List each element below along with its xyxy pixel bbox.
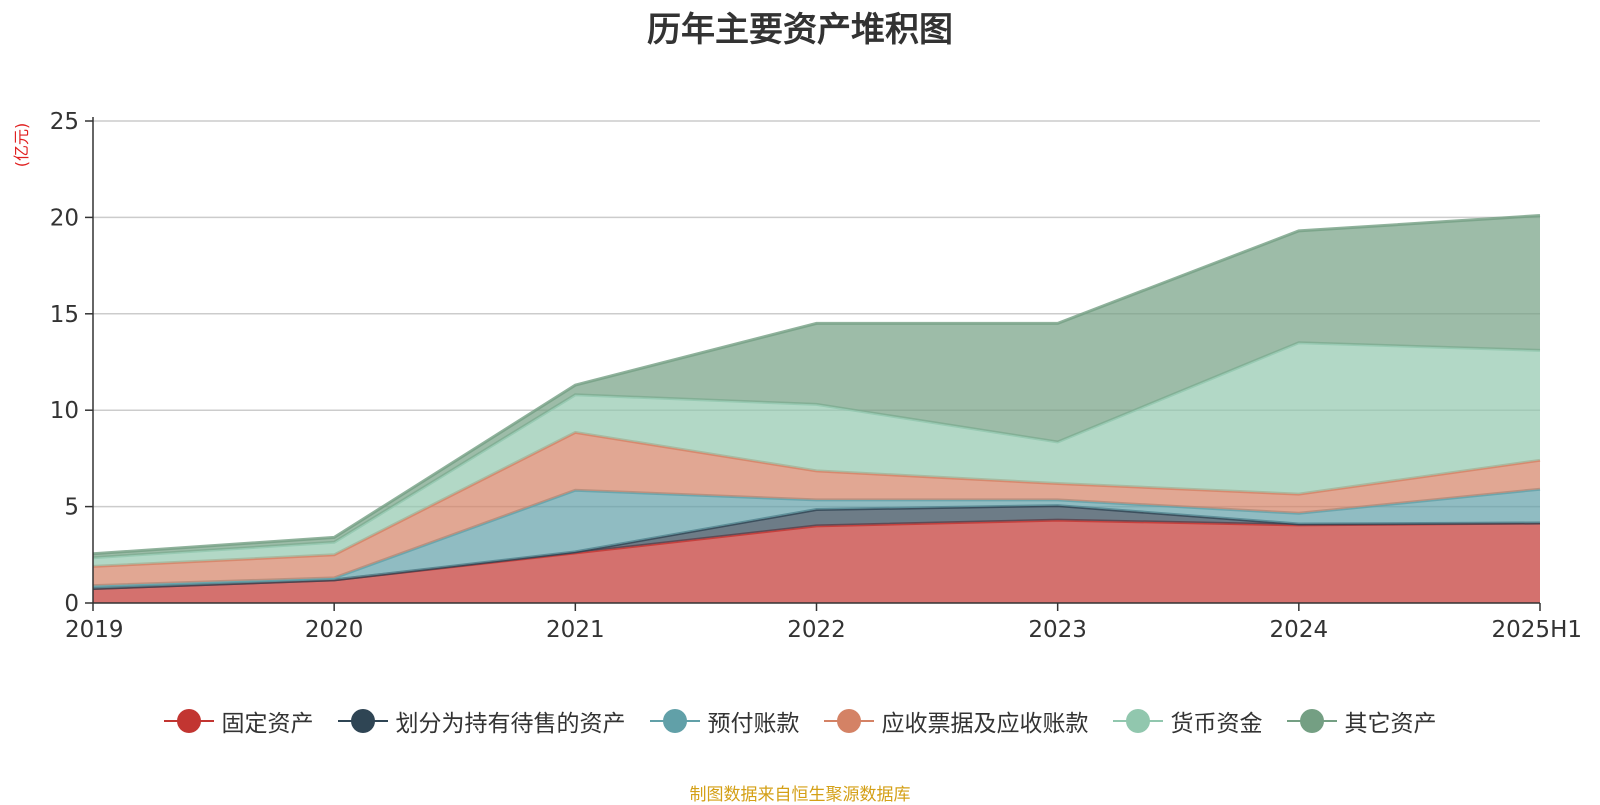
y-tick-label: 0 [64, 591, 79, 617]
x-tick-label: 2020 [305, 617, 364, 643]
legend-label: 固定资产 [221, 711, 314, 737]
legend-marker-icon [1286, 708, 1337, 734]
x-tick-label: 2019 [65, 617, 124, 643]
y-tick-label: 15 [50, 302, 79, 328]
y-tick-label: 10 [50, 398, 79, 424]
legend-marker-icon [1112, 708, 1163, 734]
area-series-line-5 [92, 214, 1541, 556]
legend-label: 货币资金 [1170, 711, 1263, 737]
legend-label: 其它资产 [1344, 711, 1437, 737]
source-note: 制图数据来自恒生聚源数据库 [689, 785, 911, 805]
area-series-3 [93, 432, 1540, 586]
y-tick-label: 25 [50, 109, 79, 135]
legend-item-1[interactable]: 划分为持有待售的资产 [337, 704, 626, 738]
legend-item-3[interactable]: 应收票据及应收账款 [823, 704, 1089, 738]
x-tick-label: 2024 [1270, 617, 1329, 643]
legend-item-2[interactable]: 预付账款 [649, 704, 800, 738]
y-tick-label: 20 [50, 205, 79, 231]
chart-title: 历年主要资产堆积图 [647, 10, 953, 50]
y-tick-label: 5 [64, 495, 79, 521]
legend-item-5[interactable]: 其它资产 [1286, 704, 1437, 738]
x-tick-label: 2023 [1028, 617, 1087, 643]
legend-item-4[interactable]: 货币资金 [1112, 704, 1263, 738]
area-series-0 [93, 520, 1540, 603]
area-series-5 [93, 215, 1540, 558]
legend-label: 预付账款 [707, 711, 800, 737]
area-series-1 [93, 505, 1540, 589]
x-tick-label: 2021 [546, 617, 605, 643]
legend-item-0[interactable]: 固定资产 [163, 704, 314, 738]
legend-marker-icon [649, 708, 700, 734]
area-series-4 [93, 342, 1540, 567]
x-tick-label: 2025H1 [1492, 617, 1582, 643]
area-series [92, 214, 1541, 603]
axes: 0 5 10 15 20 25 2019 2020 2021 2022 2023 2024 2025H1 [50, 109, 1582, 643]
legend-marker-icon [823, 708, 874, 734]
stacked-area-chart: 0 5 10 15 20 25 2019 2020 2021 2022 2023 2024 2025H1… [12, 109, 1582, 643]
legend-label: 划分为持有待售的资产 [395, 711, 626, 737]
legend-marker-icon [163, 708, 214, 734]
y-axis-unit-label: (亿元) [12, 123, 31, 168]
legend-marker-icon [337, 708, 388, 734]
legend-label: 应收票据及应收账款 [881, 711, 1089, 737]
area-series-2 [93, 489, 1540, 589]
legend: 固定资产 划分为持有待售的资产 预付账款 应收票据及应收账款 货币资金 其它资产 [0, 704, 1600, 738]
x-tick-label: 2022 [787, 617, 846, 643]
